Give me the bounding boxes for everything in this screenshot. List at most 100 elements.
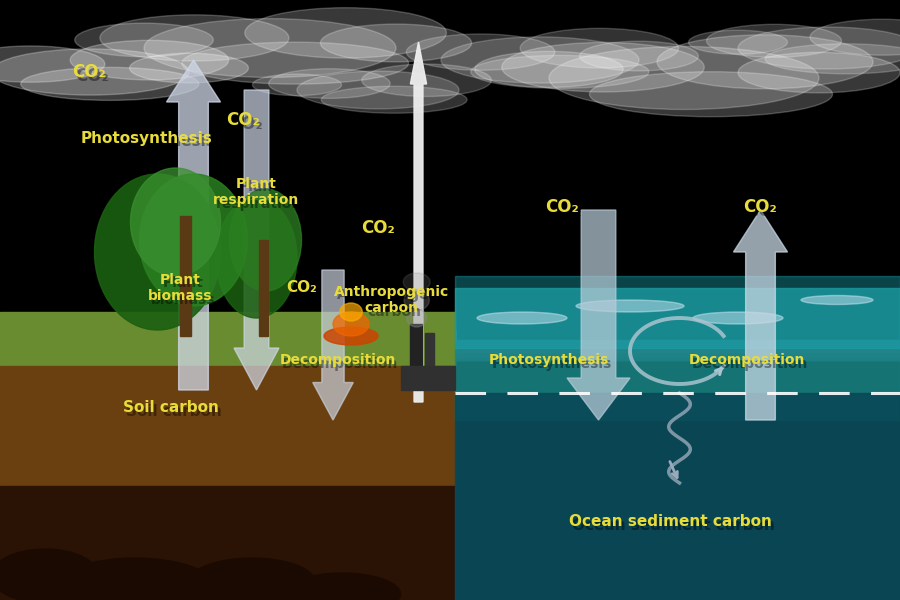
Ellipse shape (520, 28, 679, 68)
Text: CO₂: CO₂ (286, 280, 317, 295)
Text: Ocean sediment carbon: Ocean sediment carbon (572, 518, 775, 533)
Ellipse shape (576, 300, 684, 312)
Bar (454, 344, 900, 355)
Bar (0, 337, 454, 347)
Text: Anthropogenic
carbon: Anthropogenic carbon (337, 289, 452, 319)
Bar (454, 342, 900, 353)
Text: Plant
respiration: Plant respiration (213, 177, 300, 207)
Bar (0, 329, 454, 340)
Bar (454, 349, 900, 359)
Polygon shape (454, 276, 900, 348)
Ellipse shape (407, 309, 427, 327)
Ellipse shape (0, 49, 189, 95)
Polygon shape (0, 486, 454, 600)
Bar (0, 332, 454, 343)
Ellipse shape (688, 30, 788, 54)
Bar (454, 344, 900, 355)
Ellipse shape (54, 558, 216, 600)
Ellipse shape (140, 174, 248, 306)
Bar (454, 346, 900, 356)
Ellipse shape (549, 46, 819, 109)
Bar (454, 346, 900, 357)
Text: CO₂: CO₂ (226, 111, 260, 129)
Ellipse shape (441, 37, 639, 83)
Ellipse shape (144, 19, 396, 77)
Ellipse shape (0, 549, 99, 600)
Ellipse shape (765, 44, 900, 74)
Text: Soil carbon: Soil carbon (126, 404, 221, 419)
Bar (454, 349, 900, 359)
Ellipse shape (340, 303, 362, 321)
Bar (0, 335, 454, 346)
Bar (0, 334, 454, 344)
Bar (0, 337, 454, 347)
Bar (0, 334, 454, 344)
Bar (425, 333, 434, 372)
Bar (454, 346, 900, 357)
Bar (454, 345, 900, 356)
Bar (0, 333, 454, 344)
Bar (410, 324, 422, 372)
Bar (0, 334, 454, 344)
Polygon shape (313, 270, 353, 420)
Bar (454, 346, 900, 356)
Ellipse shape (362, 64, 491, 97)
Text: Ocean sediment carbon: Ocean sediment carbon (569, 514, 772, 529)
Ellipse shape (407, 34, 554, 70)
Bar (0, 337, 454, 348)
Polygon shape (0, 312, 454, 372)
Bar (0, 331, 454, 341)
Ellipse shape (693, 312, 783, 324)
Bar (454, 346, 900, 356)
Text: Soil carbon: Soil carbon (123, 401, 219, 415)
Polygon shape (410, 42, 427, 402)
Ellipse shape (471, 55, 649, 88)
Bar (0, 335, 454, 345)
Bar (0, 331, 454, 341)
Ellipse shape (403, 273, 430, 291)
Bar (0, 333, 454, 343)
Bar (0, 331, 454, 341)
Bar (0, 332, 454, 343)
Bar (454, 345, 900, 356)
Bar (0, 337, 454, 348)
Text: Plant
respiration: Plant respiration (216, 181, 302, 211)
Bar (0, 331, 454, 341)
Bar (400, 366, 454, 390)
Bar (454, 343, 900, 353)
Bar (0, 334, 454, 345)
Bar (0, 330, 454, 341)
Bar (454, 341, 900, 352)
Bar (454, 347, 900, 358)
Text: Decomposition: Decomposition (691, 356, 808, 371)
Text: Plant
biomass: Plant biomass (150, 277, 215, 307)
Bar (0, 334, 454, 345)
Bar (0, 329, 454, 340)
Ellipse shape (94, 174, 220, 330)
Ellipse shape (284, 573, 400, 600)
Ellipse shape (245, 8, 446, 58)
Ellipse shape (475, 52, 623, 88)
Ellipse shape (130, 53, 248, 83)
Ellipse shape (477, 312, 567, 324)
Bar (454, 347, 900, 358)
Polygon shape (454, 393, 900, 600)
Bar (454, 344, 900, 355)
Polygon shape (234, 90, 279, 390)
Text: Photosynthesis: Photosynthesis (81, 130, 212, 145)
Text: Photosynthesis: Photosynthesis (491, 356, 612, 371)
Bar (454, 343, 900, 354)
Text: CO₂: CO₂ (289, 284, 320, 299)
Ellipse shape (189, 558, 315, 600)
Bar (0, 336, 454, 346)
Bar (454, 344, 900, 355)
Ellipse shape (0, 46, 104, 82)
Text: CO₂: CO₂ (545, 198, 580, 216)
Text: CO₂: CO₂ (72, 63, 106, 81)
Bar (454, 349, 900, 360)
Ellipse shape (738, 52, 900, 93)
Bar (454, 341, 900, 352)
Bar (0, 334, 454, 344)
Ellipse shape (297, 71, 459, 109)
Ellipse shape (333, 312, 369, 336)
